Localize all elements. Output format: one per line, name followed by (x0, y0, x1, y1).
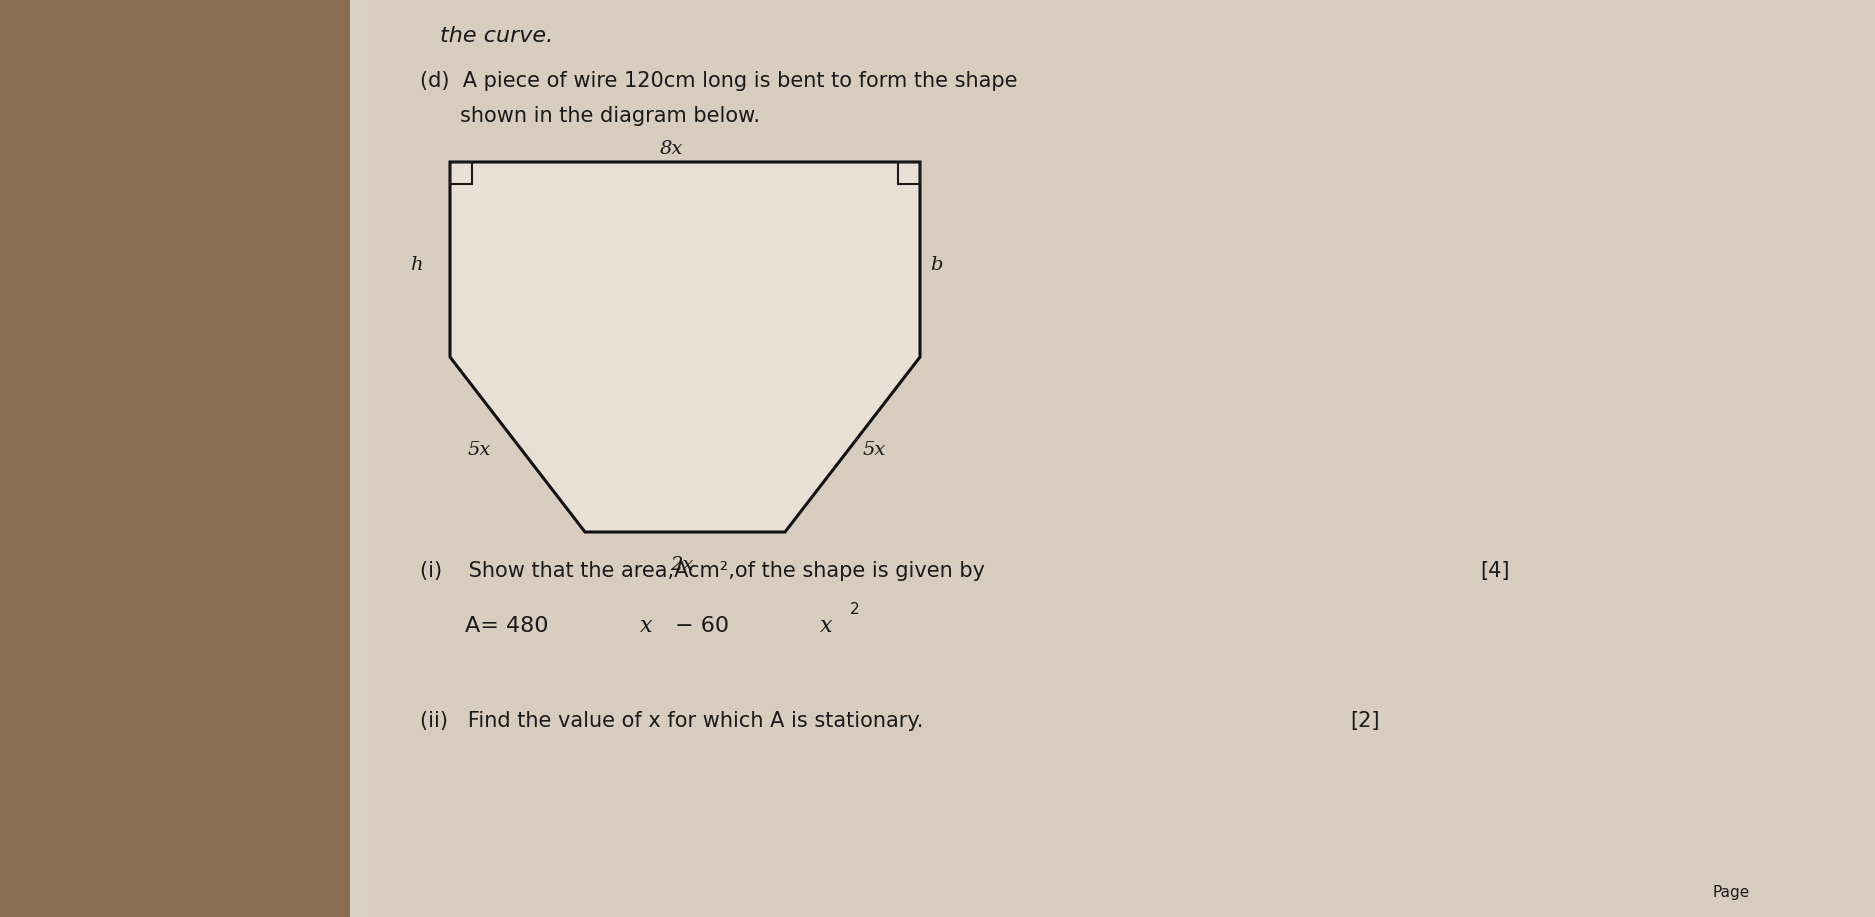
Bar (388, 0, 390, 917)
Bar (351, 0, 352, 917)
Bar (392, 0, 394, 917)
Bar (373, 0, 377, 917)
Bar (898, 162, 921, 184)
Bar (398, 0, 399, 917)
Bar (407, 0, 409, 917)
Bar (381, 0, 382, 917)
Bar (352, 0, 354, 917)
Text: − 60: − 60 (675, 616, 729, 636)
FancyBboxPatch shape (351, 0, 1875, 917)
Text: (i)    Show that the area,Acm²,of the shape is given by: (i) Show that the area,Acm²,of the shape… (420, 561, 984, 581)
Text: shown in the diagram below.: shown in the diagram below. (459, 106, 759, 126)
Text: [2]: [2] (1350, 711, 1380, 731)
Bar (396, 0, 398, 917)
Text: (d)  A piece of wire 120cm long is bent to form the shape: (d) A piece of wire 120cm long is bent t… (420, 71, 1018, 91)
Text: 5x: 5x (467, 440, 491, 458)
Text: b: b (930, 256, 943, 273)
Bar (409, 0, 411, 917)
Bar (390, 0, 392, 917)
Bar (369, 0, 371, 917)
Bar (366, 0, 368, 917)
Bar (379, 0, 381, 917)
Bar (356, 0, 358, 917)
Polygon shape (450, 162, 921, 532)
Text: 8x: 8x (660, 140, 682, 158)
Text: 2x: 2x (669, 556, 694, 574)
Bar (399, 0, 401, 917)
Bar (360, 0, 362, 917)
Bar (364, 0, 366, 917)
Bar (401, 0, 403, 917)
Bar (358, 0, 360, 917)
Text: the curve.: the curve. (441, 26, 553, 46)
Bar (382, 0, 384, 917)
Text: x: x (639, 615, 652, 637)
Text: Page: Page (1712, 885, 1749, 900)
Bar (371, 0, 373, 917)
Text: [4]: [4] (1479, 561, 1509, 581)
Bar (354, 0, 356, 917)
Bar (450, 162, 472, 184)
Bar (394, 0, 396, 917)
Text: x: x (819, 615, 832, 637)
Text: (ii)   Find the value of x for which A is stationary.: (ii) Find the value of x for which A is … (420, 711, 922, 731)
Text: 2: 2 (849, 602, 859, 617)
Bar (368, 0, 369, 917)
Bar (403, 0, 407, 917)
Bar (386, 0, 388, 917)
Text: 5x: 5x (862, 440, 885, 458)
Text: h: h (411, 256, 422, 273)
Bar (377, 0, 379, 917)
Bar (384, 0, 386, 917)
Text: A= 480: A= 480 (465, 616, 549, 636)
Bar (362, 0, 364, 917)
